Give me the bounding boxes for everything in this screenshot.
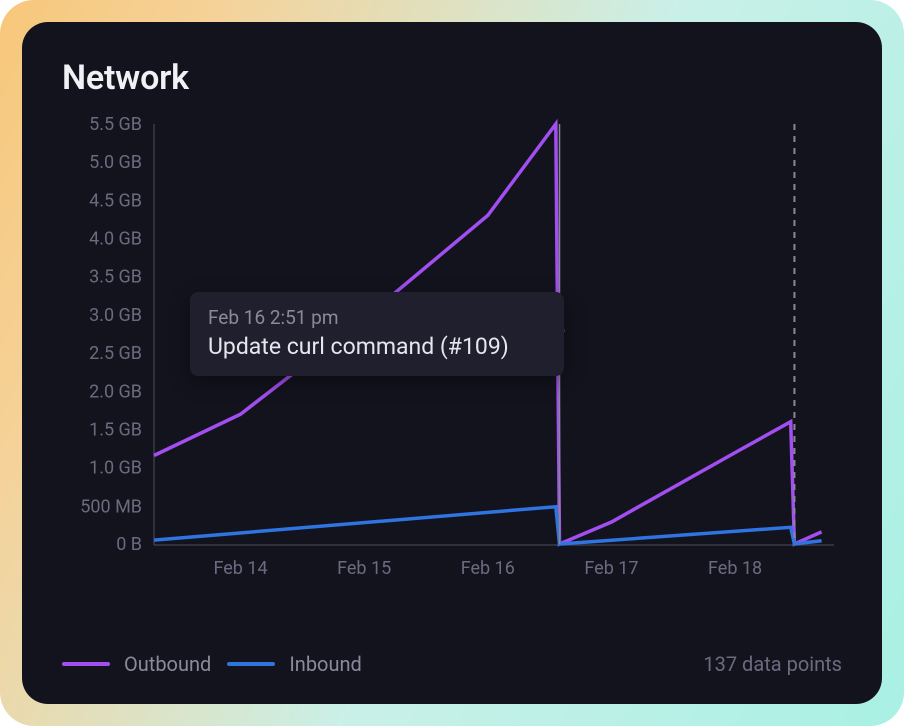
y-tick-label: 1.5 GB <box>89 419 142 440</box>
y-tick-label: 5.0 GB <box>89 152 142 173</box>
y-tick-label: 4.0 GB <box>89 229 142 250</box>
network-card: Network 5.5 GB 5.0 GB 4.5 GB 4.0 GB 3.5 GB 3.… <box>22 22 882 704</box>
legend-label-outbound: Outbound <box>124 652 211 676</box>
tooltip-title: Update curl command (#109) <box>208 333 546 360</box>
legend-label-inbound: Inbound <box>289 652 361 676</box>
y-tick-label: 1.0 GB <box>89 458 142 479</box>
event-tooltip: Feb 16 2:51 pm Update curl command (#109… <box>190 292 564 376</box>
y-tick-label: 2.5 GB <box>89 343 142 364</box>
legend-swatch-inbound <box>227 662 275 666</box>
y-tick-label: 500 MB <box>80 497 142 518</box>
card-title: Network <box>62 58 842 98</box>
x-tick-label: Feb 15 <box>337 558 391 579</box>
legend: Outbound Inbound 137 data points <box>62 652 842 676</box>
x-tick-label: Feb 16 <box>461 558 515 579</box>
tooltip-timestamp: Feb 16 2:51 pm <box>208 306 546 329</box>
x-tick-label: Feb 18 <box>708 558 762 579</box>
x-tick-label: Feb 17 <box>584 558 638 579</box>
series-inbound <box>154 507 822 544</box>
y-tick-label: 5.5 GB <box>89 114 142 135</box>
legend-item-outbound[interactable]: Outbound <box>62 652 211 676</box>
chart-area[interactable]: 5.5 GB 5.0 GB 4.5 GB 4.0 GB 3.5 GB 3.0 GB 2.5 … <box>62 114 842 604</box>
legend-item-inbound[interactable]: Inbound <box>227 652 361 676</box>
y-tick-label: 3.5 GB <box>89 267 142 288</box>
y-tick-label: 4.5 GB <box>89 190 142 211</box>
y-tick-label: 0 B <box>116 534 142 555</box>
gradient-frame: Network 5.5 GB 5.0 GB 4.5 GB 4.0 GB 3.5 GB 3.… <box>0 0 904 726</box>
datapoints-count: 137 data points <box>703 652 842 676</box>
y-tick-label: 3.0 GB <box>89 305 142 326</box>
legend-swatch-outbound <box>62 662 110 666</box>
x-tick-label: Feb 14 <box>213 558 267 579</box>
y-tick-label: 2.0 GB <box>89 381 142 402</box>
